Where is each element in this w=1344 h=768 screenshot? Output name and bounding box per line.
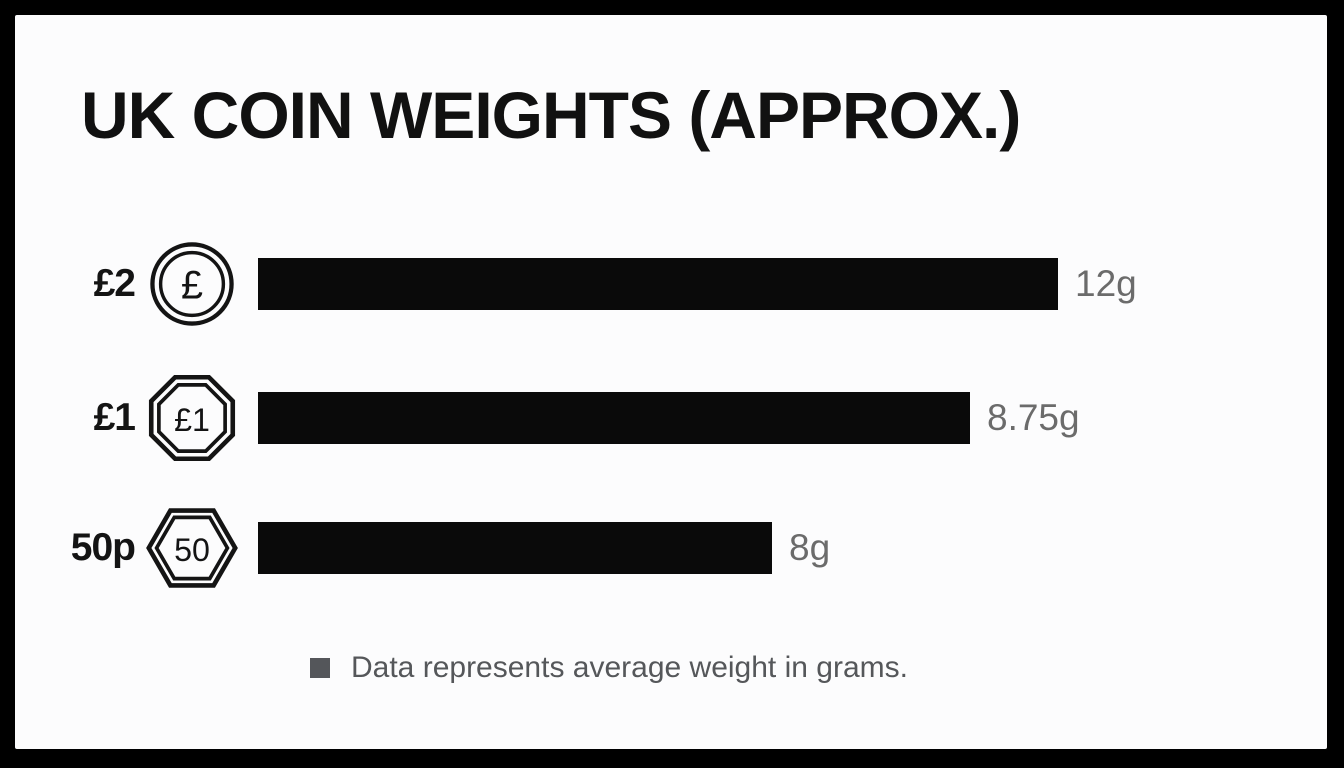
- octagon-coin-icon: £1: [146, 372, 238, 464]
- bar-1pound: [258, 392, 970, 444]
- footnote-text: Data represents average weight in grams.: [351, 651, 908, 684]
- bar-row-50p: 50p 50 8g: [15, 488, 1327, 608]
- square-bullet-icon: [310, 658, 330, 678]
- pound-circle-coin-icon: £: [146, 238, 238, 330]
- bar-value-label: 8.75g: [987, 397, 1080, 438]
- bar-row-2pound: £2 £ 12g: [15, 224, 1327, 344]
- bar-value-label: 8g: [789, 527, 831, 568]
- bar-2pound: [258, 258, 1058, 310]
- category-label: £1: [93, 396, 136, 439]
- category-label: £2: [93, 262, 136, 305]
- chart-title: UK COIN WEIGHTS (APPROX.): [81, 78, 1021, 152]
- bar-row-1pound: £1 £1 8.75g: [15, 358, 1327, 478]
- coin-icon-glyph: £1: [174, 402, 210, 438]
- hexagon-coin-icon: 50: [146, 502, 238, 594]
- bar-value-label: 12g: [1075, 263, 1137, 304]
- bar-50p: [258, 522, 772, 574]
- category-label: 50p: [70, 526, 136, 569]
- footnote: Data represents average weight in grams.: [310, 651, 908, 685]
- coin-icon-glyph: 50: [174, 532, 210, 568]
- chart-panel: UK COIN WEIGHTS (APPROX.) £2 £ 12g £1: [15, 15, 1327, 749]
- coin-icon-glyph: £: [181, 264, 203, 308]
